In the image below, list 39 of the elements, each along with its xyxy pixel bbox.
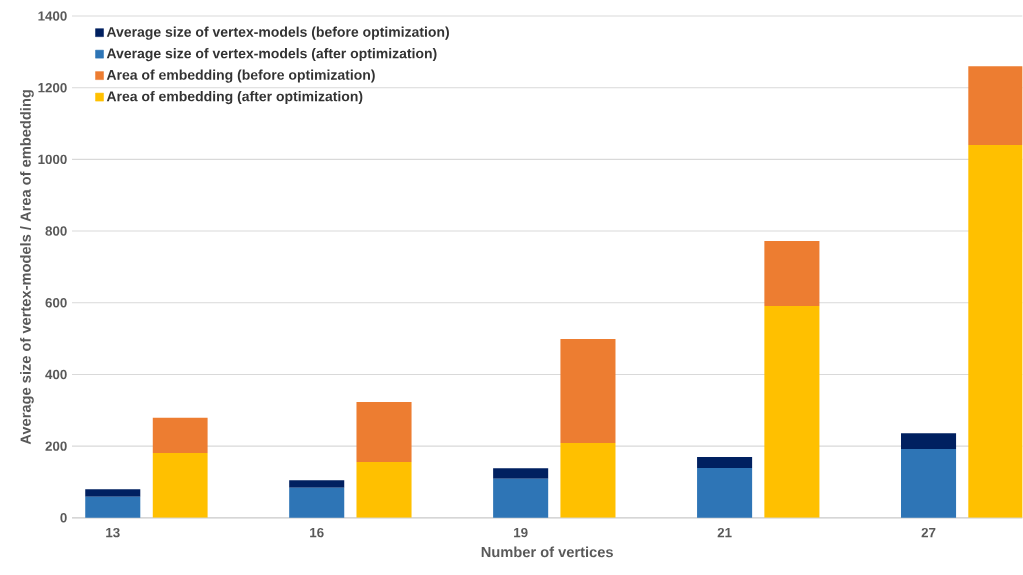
bar [697, 468, 753, 518]
bar [289, 487, 345, 518]
x-tick-label: 19 [514, 527, 528, 538]
x-axis-title: Number of vertices [481, 546, 613, 558]
legend-label: Average size of vertex-models (before optimization) [106, 26, 449, 40]
bar [968, 145, 1023, 518]
bar [152, 453, 208, 518]
y-tick-label: 1400 [38, 11, 67, 21]
x-tick-label: 21 [717, 527, 732, 538]
bar [764, 306, 820, 518]
bar [901, 433, 957, 450]
x-tick-label: 13 [106, 527, 120, 538]
bar [697, 456, 753, 469]
bar [289, 480, 345, 488]
y-tick-label: 0 [60, 513, 67, 523]
x-tick-label: 16 [310, 527, 324, 538]
legend-label: Area of embedding (after optimization) [106, 91, 363, 105]
y-tick-label: 800 [45, 226, 67, 236]
legend-label: Average size of vertex-models (after optimization) [106, 48, 437, 62]
bar [560, 339, 616, 443]
bar [493, 478, 549, 518]
bar [85, 489, 141, 497]
bar [356, 462, 412, 518]
y-axis-title: Average size of vertex-models / Area of embedding [20, 90, 34, 445]
y-tick-label: 1000 [38, 154, 67, 165]
x-tick-label: 27 [921, 527, 936, 538]
bar [85, 496, 141, 518]
bar [764, 241, 820, 307]
legend-label: Area of embedding (before optimization) [106, 69, 375, 83]
y-tick-label: 600 [45, 298, 67, 308]
bar [493, 468, 549, 479]
y-tick-label: 200 [45, 441, 67, 451]
bar [152, 417, 208, 454]
bar [560, 443, 616, 518]
y-tick-label: 1200 [38, 83, 67, 93]
bar [356, 402, 412, 463]
bar [901, 449, 957, 518]
bar [968, 66, 1023, 146]
y-tick-label: 400 [45, 369, 67, 380]
